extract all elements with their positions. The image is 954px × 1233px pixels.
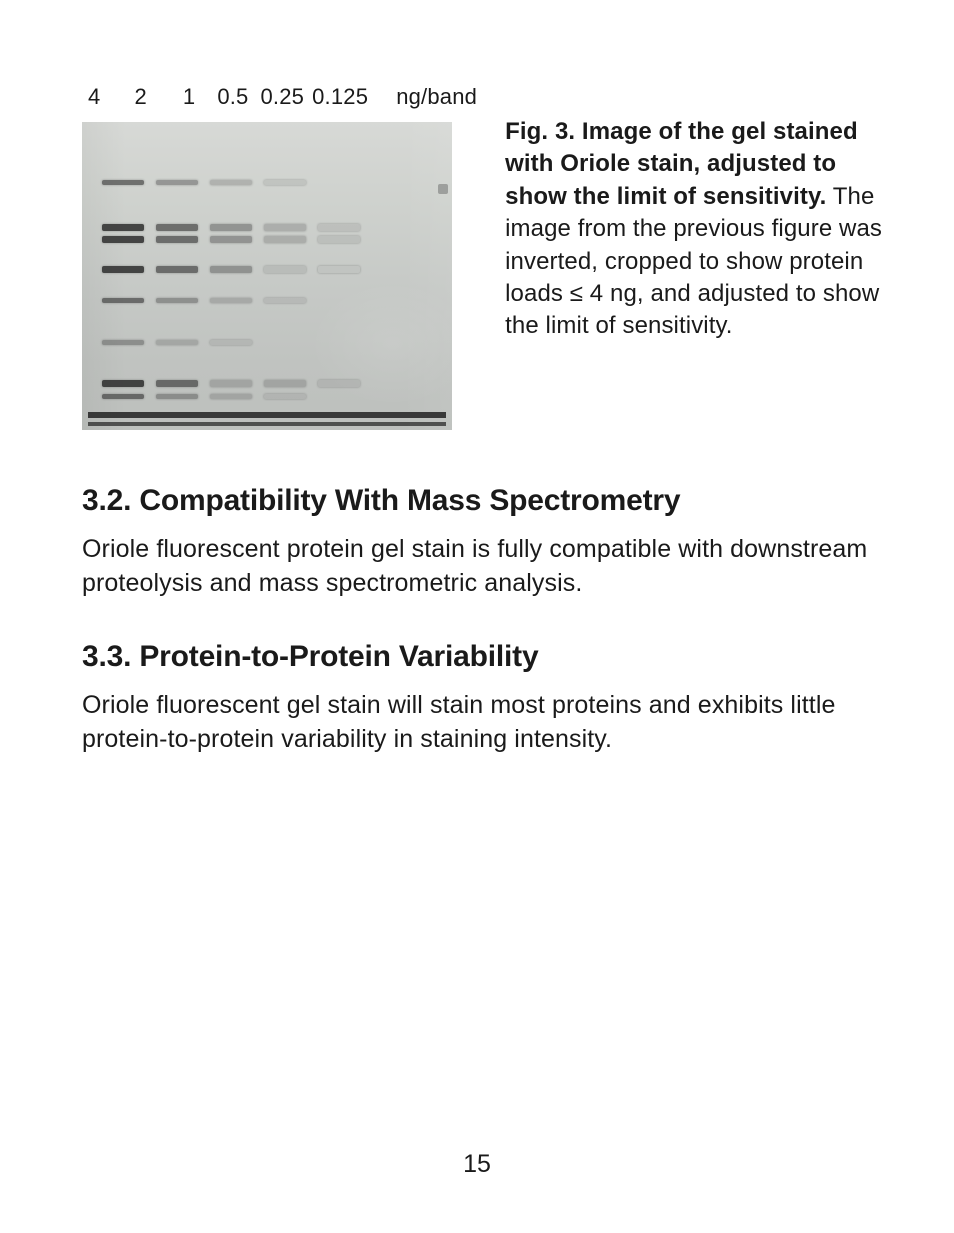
gel-band: [102, 340, 144, 345]
gel-band: [156, 266, 198, 273]
lane-label: 1: [183, 84, 195, 110]
gel-band: [264, 236, 306, 243]
gel-band: [318, 236, 360, 243]
gel-band: [318, 224, 360, 231]
gel-band: [264, 394, 306, 399]
page-number: 15: [0, 1150, 954, 1179]
gel-band: [210, 298, 252, 303]
gel-band: [102, 298, 144, 303]
gel-band: [156, 340, 198, 345]
gel-band: [210, 236, 252, 243]
lane-label: 4: [88, 84, 100, 110]
lane-label: 0.125: [312, 84, 368, 110]
gel-band: [102, 266, 144, 273]
lane-label: 0.5: [217, 84, 248, 110]
gel-band: [318, 380, 360, 387]
gel-band: [156, 298, 198, 303]
gel-lane-labels: 4 2 1 0.5 0.25 0.125 ng/band: [82, 84, 477, 110]
gel-band: [210, 380, 252, 387]
gel-band: [102, 180, 144, 185]
gel-band: [102, 394, 144, 399]
section-heading-3-3: 3.3. Protein-to-Protein Variability: [82, 640, 884, 674]
gel-band: [156, 394, 198, 399]
section-body-3-2: Oriole fluorescent protein gel stain is …: [82, 532, 884, 600]
gel-band: [264, 224, 306, 231]
section-body-3-3: Oriole fluorescent gel stain will stain …: [82, 688, 884, 756]
gel-band: [210, 340, 252, 345]
gel-band: [102, 224, 144, 231]
lane-label: 2: [134, 84, 146, 110]
gel-band: [264, 380, 306, 387]
gel-band: [210, 224, 252, 231]
figure-3-block: 4 2 1 0.5 0.25 0.125 ng/band Fig. 3. Ima…: [82, 84, 884, 430]
gel-band: [102, 236, 144, 243]
gel-band: [156, 224, 198, 231]
gel-band: [318, 266, 360, 273]
gel-edge-mark: [438, 184, 448, 194]
figure-caption: Fig. 3. Image of the gel stained with Or…: [505, 84, 884, 343]
figure-left-column: 4 2 1 0.5 0.25 0.125 ng/band: [82, 84, 477, 430]
gel-band: [156, 236, 198, 243]
section-heading-3-2: 3.2. Compatibility With Mass Spectrometr…: [82, 484, 884, 518]
gel-band: [210, 266, 252, 273]
figure-caption-bold: Fig. 3. Image of the gel stained with Or…: [505, 118, 858, 210]
gel-band: [156, 180, 198, 185]
gel-image: [82, 122, 452, 430]
gel-bottom-bars: [88, 408, 446, 426]
gel-band: [210, 394, 252, 399]
gel-band: [264, 266, 306, 273]
gel-band: [210, 180, 252, 185]
gel-band: [156, 380, 198, 387]
gel-band: [102, 380, 144, 387]
lane-label: 0.25: [261, 84, 305, 110]
gel-band: [264, 298, 306, 303]
lane-label-unit: ng/band: [396, 84, 477, 110]
gel-band: [264, 180, 306, 185]
